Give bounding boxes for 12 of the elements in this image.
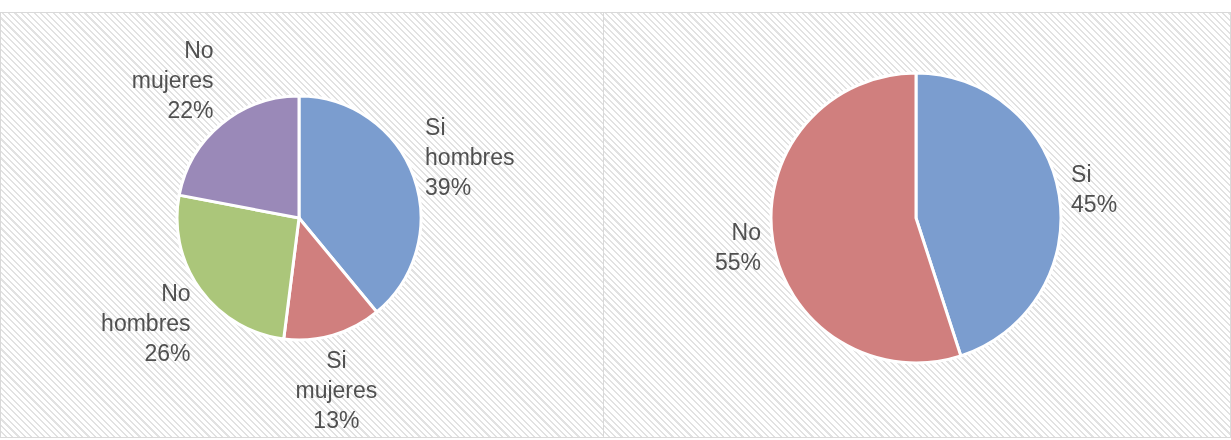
data-label: 55% <box>714 249 761 276</box>
slice-label: No mujeres <box>131 37 214 94</box>
data-label: 45% <box>1071 190 1118 217</box>
data-label: 22% <box>167 97 214 124</box>
slice-label: Si mujeres <box>295 346 378 403</box>
data-label: 39% <box>425 174 472 201</box>
slice-label: Si <box>1071 160 1092 187</box>
data-label: 13% <box>313 406 360 433</box>
slice-label: No <box>731 219 761 246</box>
slice-label: Si hombres <box>425 114 515 171</box>
slice-label: No hombres <box>101 280 191 337</box>
data-label: 26% <box>144 340 191 367</box>
